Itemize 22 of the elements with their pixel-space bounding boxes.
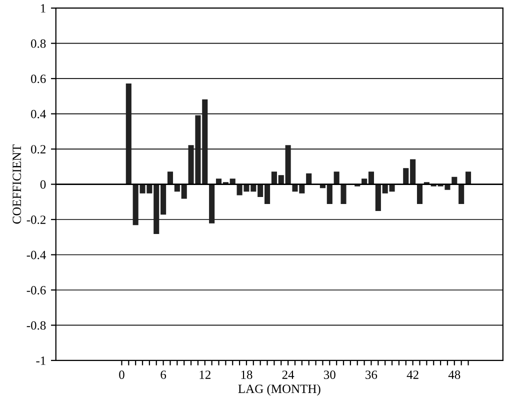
y-tick-label: 0.6 <box>31 74 46 84</box>
x-tick-label: 24 <box>282 370 294 379</box>
x-tick-label: 30 <box>324 370 336 379</box>
y-tick-label: 0 <box>40 180 46 189</box>
y-tick-label: -1 <box>36 356 46 365</box>
y-tick-label: 1 <box>41 4 46 12</box>
x-tick-label: 18 <box>241 370 252 379</box>
y-tick-label: 0.8 <box>31 39 46 48</box>
y-tick-label: -0.4 <box>26 250 46 260</box>
x-tick-label: 36 <box>366 370 378 379</box>
y-tick-label: -0.6 <box>26 286 46 294</box>
y-axis-title: COEFFICIENT <box>12 144 22 224</box>
y-tick-label: -0.2 <box>26 216 46 224</box>
y-tick-label: 0.4 <box>31 110 46 118</box>
x-tick-label: 12 <box>200 370 210 379</box>
x-tick-label: 42 <box>406 370 418 379</box>
x-tick-label: 48 <box>448 370 460 379</box>
x-axis-title: LAG (MONTH) <box>238 384 320 396</box>
y-tick-label: -0.8 <box>26 321 46 330</box>
x-tick-label: 6 <box>160 370 166 379</box>
y-tick-label: 0.2 <box>31 145 46 154</box>
x-tick-label: 0 <box>119 370 124 379</box>
